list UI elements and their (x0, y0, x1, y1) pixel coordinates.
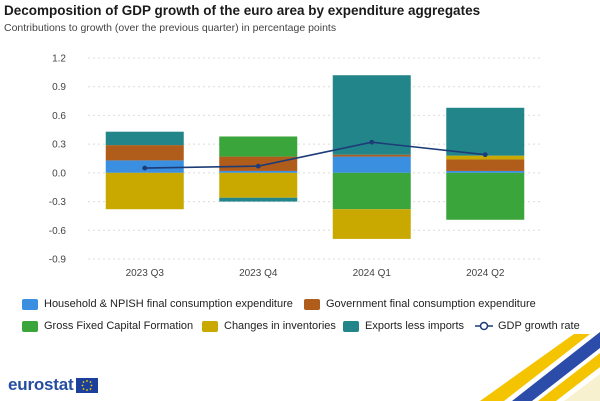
chart-plot: 1.20.90.60.30.0-0.3-0.6-0.9 2023 Q3 2023 … (49, 54, 542, 279)
legend-label-gfcf: Gross Fixed Capital Formation (44, 320, 194, 332)
bar-segment-inventories[interactable] (105, 172, 184, 210)
bar-segment-inventories[interactable] (219, 172, 298, 198)
y-tick-label: -0.6 (49, 226, 67, 237)
y-tick-label: 0.0 (52, 168, 66, 179)
legend-swatch-government (304, 298, 320, 310)
bar-segment-exports[interactable] (446, 107, 525, 156)
legend-swatch-inventories (202, 320, 218, 332)
legend-item-exports[interactable]: Exports less imports (343, 320, 464, 332)
legend-swatch-household (22, 298, 38, 310)
bar-segment-gfcf[interactable] (446, 172, 525, 220)
x-tick-label: 2024 Q1 (353, 268, 392, 279)
bar-segment-household[interactable] (332, 156, 411, 173)
bar-segment-inventories[interactable] (332, 209, 411, 239)
bar-segment-government[interactable] (446, 159, 525, 171)
legend-item-inventories[interactable]: Changes in inventories (202, 320, 336, 332)
legend-swatch-exports (343, 320, 359, 332)
x-axis-ticks: 2023 Q3 2023 Q4 2024 Q1 2024 Q2 (126, 268, 505, 279)
gdp-growth-point[interactable] (142, 165, 148, 171)
y-tick-label: -0.9 (49, 255, 67, 266)
legend-item-household[interactable]: Household & NPISH final consumption expe… (22, 298, 293, 310)
legend-item-gfcf[interactable]: Gross Fixed Capital Formation (22, 320, 193, 332)
eurostat-logo: eurostat (8, 375, 99, 395)
legend-label-household: Household & NPISH final consumption expe… (44, 298, 293, 310)
y-tick-label: 0.9 (52, 82, 66, 93)
y-tick-label: -0.3 (49, 197, 67, 208)
y-tick-label: 0.6 (52, 111, 66, 122)
gdp-growth-line (144, 141, 486, 169)
gdp-growth-point[interactable] (482, 152, 488, 158)
bar-segment-household[interactable] (446, 170, 525, 173)
legend-swatch-gfcf (22, 320, 38, 332)
legend-item-government[interactable]: Government final consumption expenditure (304, 298, 536, 310)
x-tick-label: 2024 Q2 (466, 268, 505, 279)
chart-legend: Household & NPISH final consumption expe… (0, 294, 600, 336)
legend-label-inventories: Changes in inventories (224, 320, 336, 332)
chart-title: Decomposition of GDP growth of the euro … (4, 3, 481, 18)
legend-label-gdp: GDP growth rate (498, 320, 580, 332)
x-tick-label: 2023 Q4 (239, 268, 278, 279)
gdp-growth-point[interactable] (255, 163, 261, 169)
y-tick-label: 0.3 (52, 140, 66, 151)
chart-subtitle: Contributions to growth (over the previo… (4, 22, 337, 34)
eu-flag-icon (76, 377, 99, 393)
x-tick-label: 2023 Q3 (126, 268, 165, 279)
stacked-bars (105, 75, 525, 239)
y-axis-ticks: 1.2 0.9 0.6 0.3 0.0 -0.3 -0.6 -0.9 (49, 54, 67, 266)
legend-label-exports: Exports less imports (365, 320, 465, 332)
gdp-line-layer (142, 139, 488, 171)
bar-segment-exports[interactable] (219, 197, 298, 202)
legend-swatch-gdp-line (475, 321, 493, 331)
legend-label-government: Government final consumption expenditure (326, 298, 536, 310)
bar-segment-household[interactable] (219, 170, 298, 173)
bar-segment-inventories[interactable] (446, 155, 525, 160)
gdp-growth-point[interactable] (369, 139, 375, 145)
bar-segment-gfcf[interactable] (332, 172, 411, 210)
legend-item-gdp[interactable]: GDP growth rate (475, 320, 580, 332)
logo-text: eurostat (8, 375, 74, 394)
y-tick-label: 1.2 (52, 54, 66, 65)
bar-segment-government[interactable] (105, 145, 184, 161)
decorative-stripes-icon (480, 332, 600, 401)
bar-segment-gfcf[interactable] (219, 136, 298, 157)
bar-segment-government[interactable] (332, 154, 411, 157)
bar-segment-exports[interactable] (105, 131, 184, 146)
